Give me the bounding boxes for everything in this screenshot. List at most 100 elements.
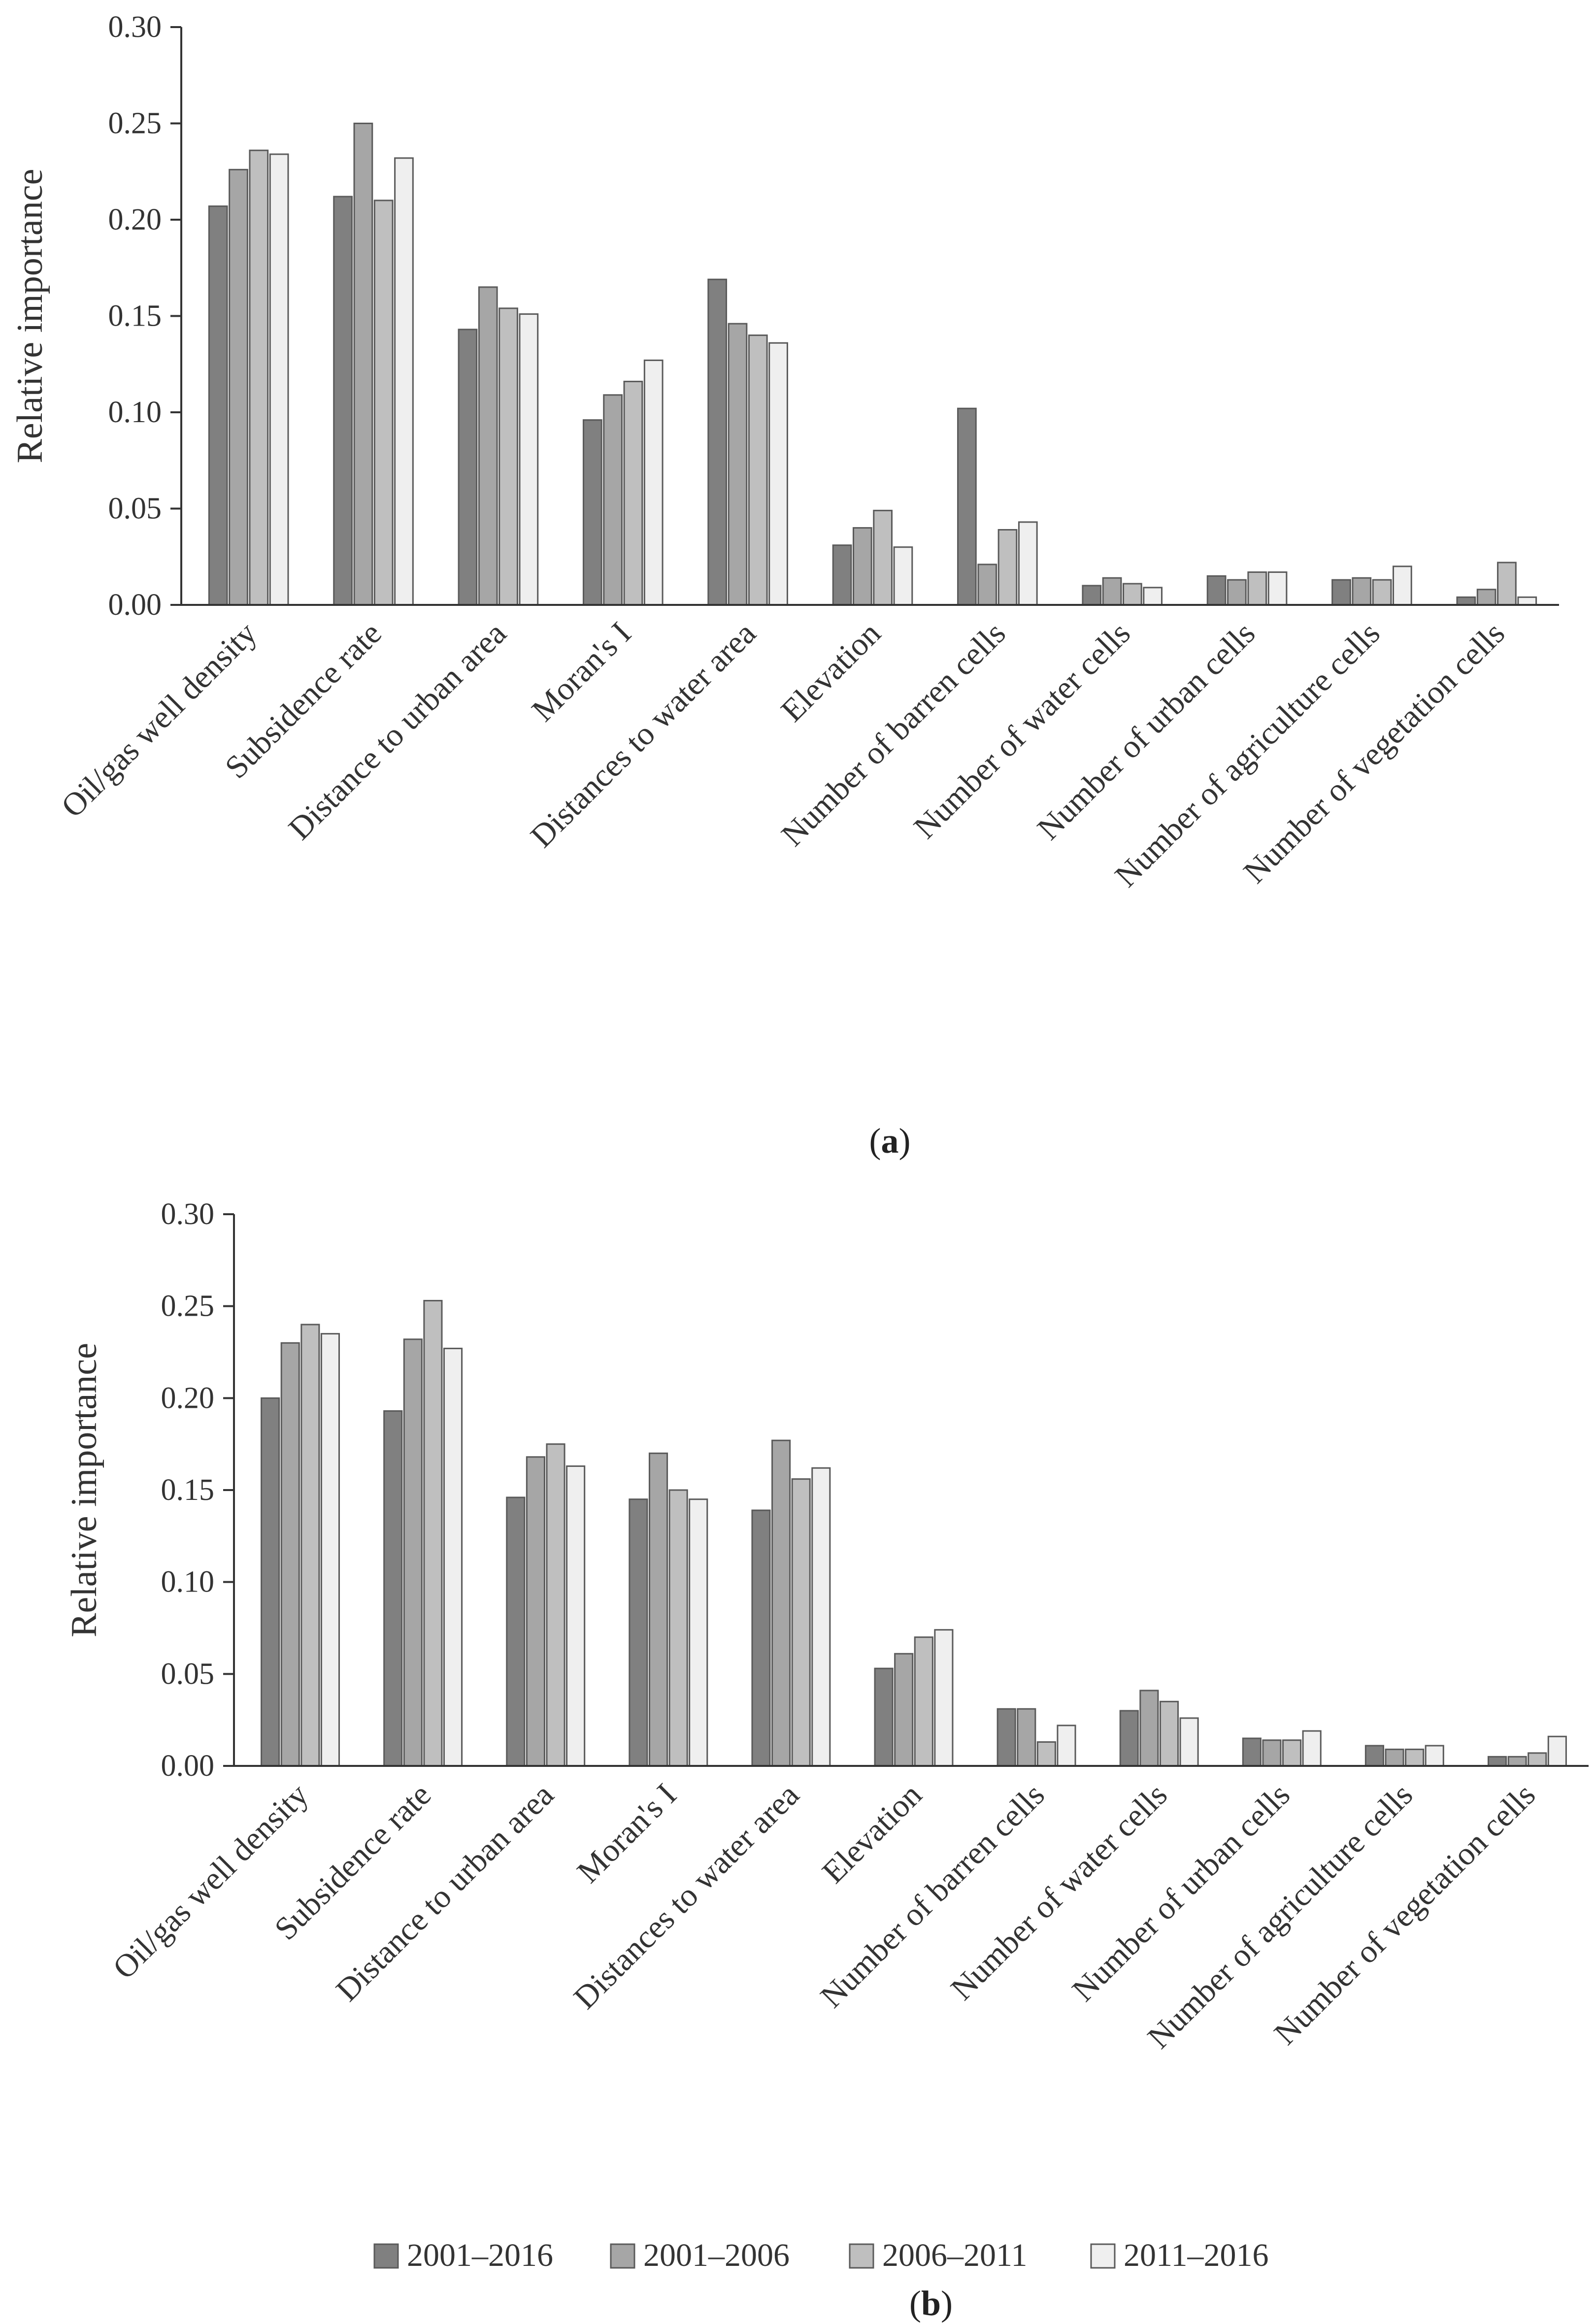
bar — [1487, 1756, 1507, 1767]
category-label: Number of vegetation cells — [1267, 1777, 1542, 2052]
category-label: Distance to urban area — [282, 615, 513, 847]
bar — [934, 1629, 954, 1767]
y-tick-label: 0.25 — [161, 1290, 215, 1323]
legend: 2001–2016 2001–2006 2006–2011 2011–2016 — [373, 2237, 1269, 2273]
bar — [1179, 1717, 1199, 1767]
bar — [373, 199, 394, 606]
bar — [1393, 565, 1412, 606]
bar — [874, 1667, 894, 1767]
bar — [229, 168, 248, 606]
bar — [1507, 1756, 1527, 1767]
category-label: Distance to urban area — [329, 1777, 561, 2008]
bar — [707, 278, 728, 606]
bar — [1282, 1739, 1302, 1767]
y-tick-label: 0.10 — [108, 396, 162, 429]
bar — [394, 157, 414, 606]
bar — [1352, 577, 1372, 606]
category-label: Number of vegetation cells — [1237, 615, 1512, 890]
bar — [498, 307, 518, 606]
legend-label: 2011–2016 — [1124, 2237, 1269, 2273]
category-label: Number of urban cells — [1030, 615, 1262, 847]
panel-label: (a) — [869, 1121, 911, 1161]
bar — [832, 544, 852, 606]
bar — [1082, 585, 1102, 606]
y-tick-label: 0.15 — [108, 299, 162, 333]
bar — [333, 196, 353, 606]
bar — [1123, 583, 1142, 606]
bar — [1385, 1748, 1404, 1767]
bar — [546, 1443, 565, 1767]
bar — [383, 1410, 403, 1767]
bar — [643, 359, 664, 606]
bar — [566, 1465, 586, 1767]
bar — [1267, 571, 1288, 606]
category-label: Number of urban cells — [1065, 1777, 1297, 2008]
bar — [689, 1498, 708, 1767]
bar — [320, 1333, 340, 1767]
bar — [1119, 1710, 1139, 1767]
bar — [811, 1467, 831, 1767]
legend-label: 2001–2016 — [407, 2237, 553, 2273]
bar — [1227, 579, 1247, 606]
category-label: Number of barren cells — [814, 1777, 1052, 2015]
bar — [1476, 589, 1496, 606]
bar — [526, 1456, 545, 1767]
panel-label: (b) — [909, 2284, 953, 2323]
bar — [1364, 1745, 1385, 1767]
category-label: Number of barren cells — [774, 615, 1012, 853]
bar — [728, 323, 748, 606]
bar — [280, 1342, 300, 1767]
bar — [1302, 1730, 1322, 1767]
bar — [771, 1439, 791, 1767]
legend-swatch — [849, 2243, 874, 2269]
category-label: Elevation — [815, 1777, 929, 1890]
legend-swatch — [1090, 2243, 1116, 2269]
bar — [249, 149, 269, 606]
y-tick-label: 0.00 — [161, 1749, 215, 1783]
y-tick-label: 0.30 — [161, 1197, 215, 1231]
bar — [1159, 1700, 1179, 1767]
bar — [1247, 571, 1267, 606]
bar — [648, 1452, 668, 1767]
bar — [894, 1653, 914, 1767]
bar — [269, 153, 289, 606]
category-label: Distances to water area — [567, 1777, 806, 2016]
bar — [300, 1324, 320, 1767]
category-label: Elevation — [774, 615, 888, 729]
category-label: Moran's I — [570, 1777, 684, 1890]
y-tick-label: 0.20 — [108, 203, 162, 236]
bar — [957, 407, 977, 606]
bar — [353, 123, 373, 606]
bar — [1206, 575, 1227, 606]
bar — [791, 1478, 811, 1767]
bar — [443, 1348, 463, 1767]
bar — [751, 1509, 771, 1767]
legend-label: 2006–2011 — [882, 2237, 1028, 2273]
bar — [1018, 521, 1038, 606]
bar — [603, 394, 623, 606]
bar — [1405, 1748, 1425, 1767]
bar — [1242, 1737, 1262, 1767]
bar — [1425, 1745, 1444, 1767]
bar — [1331, 579, 1351, 606]
y-tick-label: 0.20 — [161, 1381, 215, 1415]
y-axis-label: Relative importance — [10, 169, 50, 464]
chart-panel-a: 0.00 0.05 0.10 0.15 0.20 0.25 0.30 Relative imp… — [10, 10, 1559, 1161]
category-label: Number of water cells — [944, 1777, 1174, 2007]
bar — [1497, 562, 1517, 606]
bar — [1143, 587, 1163, 606]
category-label: Number of water cells — [907, 615, 1137, 846]
bar — [458, 329, 478, 606]
bar — [668, 1489, 688, 1767]
bar — [852, 527, 872, 606]
y-tick-label: 0.00 — [108, 588, 162, 622]
bar — [1372, 579, 1392, 606]
bar — [1547, 1735, 1567, 1767]
bar — [977, 564, 997, 606]
bar — [996, 1708, 1016, 1767]
y-tick-label: 0.10 — [161, 1565, 215, 1599]
bar — [1262, 1739, 1282, 1767]
bar — [768, 342, 788, 606]
bar — [261, 1397, 280, 1767]
